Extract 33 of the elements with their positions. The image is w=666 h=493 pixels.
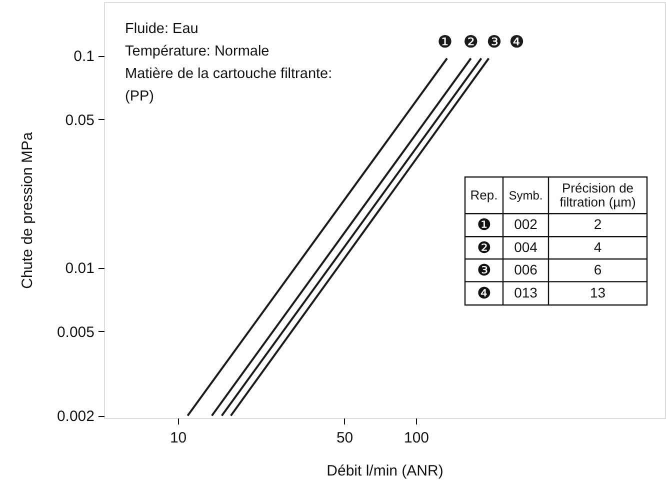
x-tick-label: 100 bbox=[404, 430, 430, 446]
annotation: 002 bbox=[514, 216, 538, 232]
x-tick-label: 50 bbox=[336, 430, 354, 446]
text: ❹ bbox=[477, 285, 491, 302]
y-tick-label: 0.005 bbox=[56, 324, 94, 341]
series-label: ❶ bbox=[437, 32, 453, 52]
text: ❷ bbox=[477, 240, 491, 257]
text: ❸ bbox=[477, 262, 491, 280]
y-axis-title: Chute de pression MPa bbox=[18, 131, 36, 289]
text: ❶ bbox=[477, 217, 491, 234]
annotation: 13 bbox=[590, 284, 606, 300]
series-label: ❷ bbox=[463, 32, 479, 52]
annotation: 013 bbox=[514, 284, 538, 300]
annotation: Température: Normale bbox=[125, 44, 270, 60]
y-tick-label: 0.002 bbox=[56, 408, 94, 426]
annotation: 4 bbox=[594, 238, 602, 255]
y-tick-label: 0.05 bbox=[65, 112, 94, 129]
y-tick-label: 0.1 bbox=[74, 48, 94, 66]
annotation: Symb. bbox=[508, 188, 543, 202]
annotation: 006 bbox=[514, 261, 538, 278]
series-label: ❹ bbox=[509, 32, 524, 52]
annotation: Précision de filtration (µm) bbox=[560, 180, 636, 210]
annotation: 6 bbox=[594, 261, 602, 278]
annotation: 2 bbox=[594, 216, 602, 232]
y-tick-label: 0.01 bbox=[65, 260, 94, 278]
annotation: Matière de la cartouche filtrante: bbox=[125, 66, 332, 82]
annotation: Fluide: Eau bbox=[125, 21, 198, 37]
annotation: (PP) bbox=[125, 88, 154, 104]
annotation: Rep. bbox=[470, 187, 498, 202]
x-axis-title: Débit l/min (ANR) bbox=[326, 462, 444, 480]
x-tick-label: 10 bbox=[170, 430, 187, 446]
annotation: 004 bbox=[514, 238, 538, 255]
series-label: ❸ bbox=[486, 32, 502, 52]
